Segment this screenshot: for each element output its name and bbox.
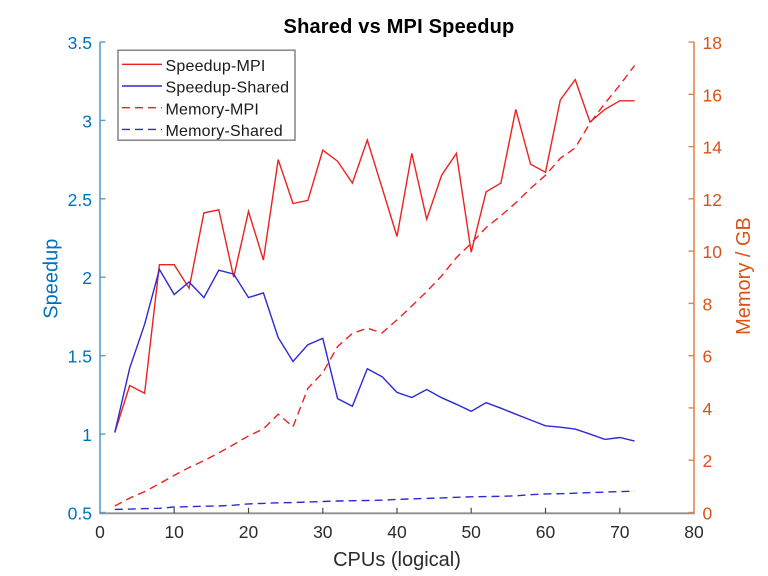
svg-text:12: 12 xyxy=(703,190,722,210)
svg-text:8: 8 xyxy=(703,294,713,314)
svg-text:0.5: 0.5 xyxy=(68,504,92,524)
svg-text:2: 2 xyxy=(82,268,92,288)
svg-text:Memory / GB: Memory / GB xyxy=(733,217,755,335)
svg-text:Speedup: Speedup xyxy=(41,239,63,319)
svg-text:Shared vs MPI Speedup: Shared vs MPI Speedup xyxy=(284,16,515,38)
svg-text:2: 2 xyxy=(703,451,713,471)
svg-text:CPUs (logical): CPUs (logical) xyxy=(333,549,461,571)
svg-text:18: 18 xyxy=(703,33,722,53)
svg-text:Memory-MPI: Memory-MPI xyxy=(166,101,260,118)
svg-text:80: 80 xyxy=(684,522,704,542)
svg-text:10: 10 xyxy=(703,242,723,262)
svg-text:16: 16 xyxy=(703,85,722,105)
svg-text:2.5: 2.5 xyxy=(68,190,92,210)
svg-text:30: 30 xyxy=(313,522,333,542)
svg-text:10: 10 xyxy=(164,522,184,542)
svg-text:1: 1 xyxy=(82,425,92,445)
svg-text:4: 4 xyxy=(703,399,713,419)
svg-text:14: 14 xyxy=(703,138,723,158)
svg-text:70: 70 xyxy=(610,522,630,542)
svg-text:50: 50 xyxy=(461,522,481,542)
svg-text:6: 6 xyxy=(703,347,713,367)
svg-text:60: 60 xyxy=(536,522,556,542)
svg-text:0: 0 xyxy=(703,504,713,524)
svg-text:Memory-Shared: Memory-Shared xyxy=(166,123,283,140)
svg-text:20: 20 xyxy=(239,522,259,542)
svg-text:0: 0 xyxy=(95,522,105,542)
svg-text:Speedup-MPI: Speedup-MPI xyxy=(166,58,266,75)
svg-text:3: 3 xyxy=(82,111,92,131)
svg-text:3.5: 3.5 xyxy=(68,33,92,53)
svg-text:1.5: 1.5 xyxy=(68,347,92,367)
svg-text:40: 40 xyxy=(387,522,407,542)
svg-text:Speedup-Shared: Speedup-Shared xyxy=(166,80,290,97)
